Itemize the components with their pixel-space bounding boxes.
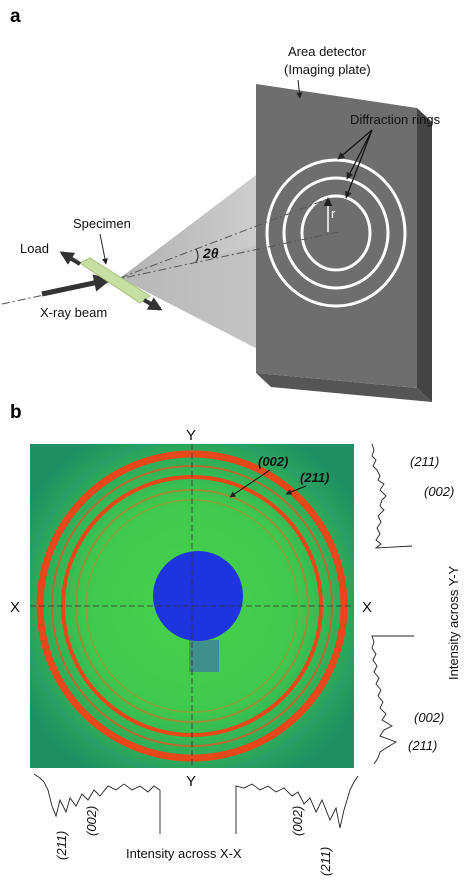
xray-beam-label: X-ray beam: [40, 305, 107, 320]
panel-b: b Y Y X X (002) (211) (211) (002): [10, 402, 461, 876]
axis-y-top-label: Y: [186, 427, 196, 444]
rings-pointer-2: [346, 129, 373, 180]
rings-pointer-3: [344, 129, 373, 199]
axis-x-right-label: X: [362, 599, 372, 616]
ring-211-label: (211): [300, 470, 329, 485]
specimen-label: Specimen: [73, 216, 131, 231]
diffraction-pattern: [30, 444, 354, 768]
profile-y-top-211: (211): [410, 454, 439, 469]
detector-side: [417, 108, 432, 402]
profile-x-right-002: (002): [290, 806, 305, 836]
profile-x-left: [33, 773, 161, 834]
ring-211-pointer: [285, 485, 307, 495]
diffraction-ring-outer: [265, 158, 407, 308]
specimen: [79, 257, 151, 304]
diffraction-ring-inner: [300, 194, 372, 272]
profile-y-caption: Intensity across Y-Y: [446, 566, 461, 680]
rings-pointer-1: [337, 129, 373, 160]
load-arrow-right: [143, 297, 163, 311]
profile-y-bottom-002: (002): [414, 710, 444, 725]
detector-label-line1: Area detector: [288, 44, 367, 59]
rings-label: Diffraction rings: [350, 112, 441, 127]
axis-y-bottom-label: Y: [186, 773, 196, 790]
xray-beam-arrow: [41, 274, 112, 297]
profile-y-top-002: (002): [424, 484, 454, 499]
profile-y-bottom: [371, 635, 414, 765]
profile-x-caption: Intensity across X-X: [126, 846, 242, 861]
detector-label-line2: (Imaging plate): [284, 62, 371, 77]
axis-x-left-label: X: [10, 599, 20, 616]
detector-bottom: [256, 373, 432, 402]
profile-y-top: [371, 443, 413, 549]
panel-b-letter: b: [10, 402, 22, 423]
profile-x-left-002: (002): [84, 806, 99, 836]
radius-label: r: [331, 206, 336, 221]
profile-y-bottom-211: (211): [408, 738, 437, 753]
detector-pointer: [296, 79, 303, 99]
specimen-pointer: [99, 233, 108, 265]
two-theta-arc: [195, 248, 199, 263]
beam-axis: [1, 231, 339, 305]
load-label: Load: [20, 241, 49, 256]
two-theta-label: 2θ: [202, 245, 219, 261]
panel-a-letter: a: [10, 6, 21, 27]
scattered-axis: [119, 197, 331, 279]
profile-x-right-211: (211): [318, 847, 333, 876]
diffraction-ring-middle: [282, 176, 390, 290]
ring-002-pointer: [229, 469, 271, 498]
panel-a: a r 2θ Area detector (Imaging plate): [1, 6, 441, 402]
profile-x-right: [235, 775, 359, 834]
profile-x-left-211: (211): [54, 831, 69, 860]
ring-002-label: (002): [258, 454, 288, 469]
load-arrow-left: [59, 251, 82, 266]
beam-stop: [153, 551, 243, 641]
beam-stop-arm: [189, 640, 219, 672]
detector-plate: [256, 84, 417, 388]
